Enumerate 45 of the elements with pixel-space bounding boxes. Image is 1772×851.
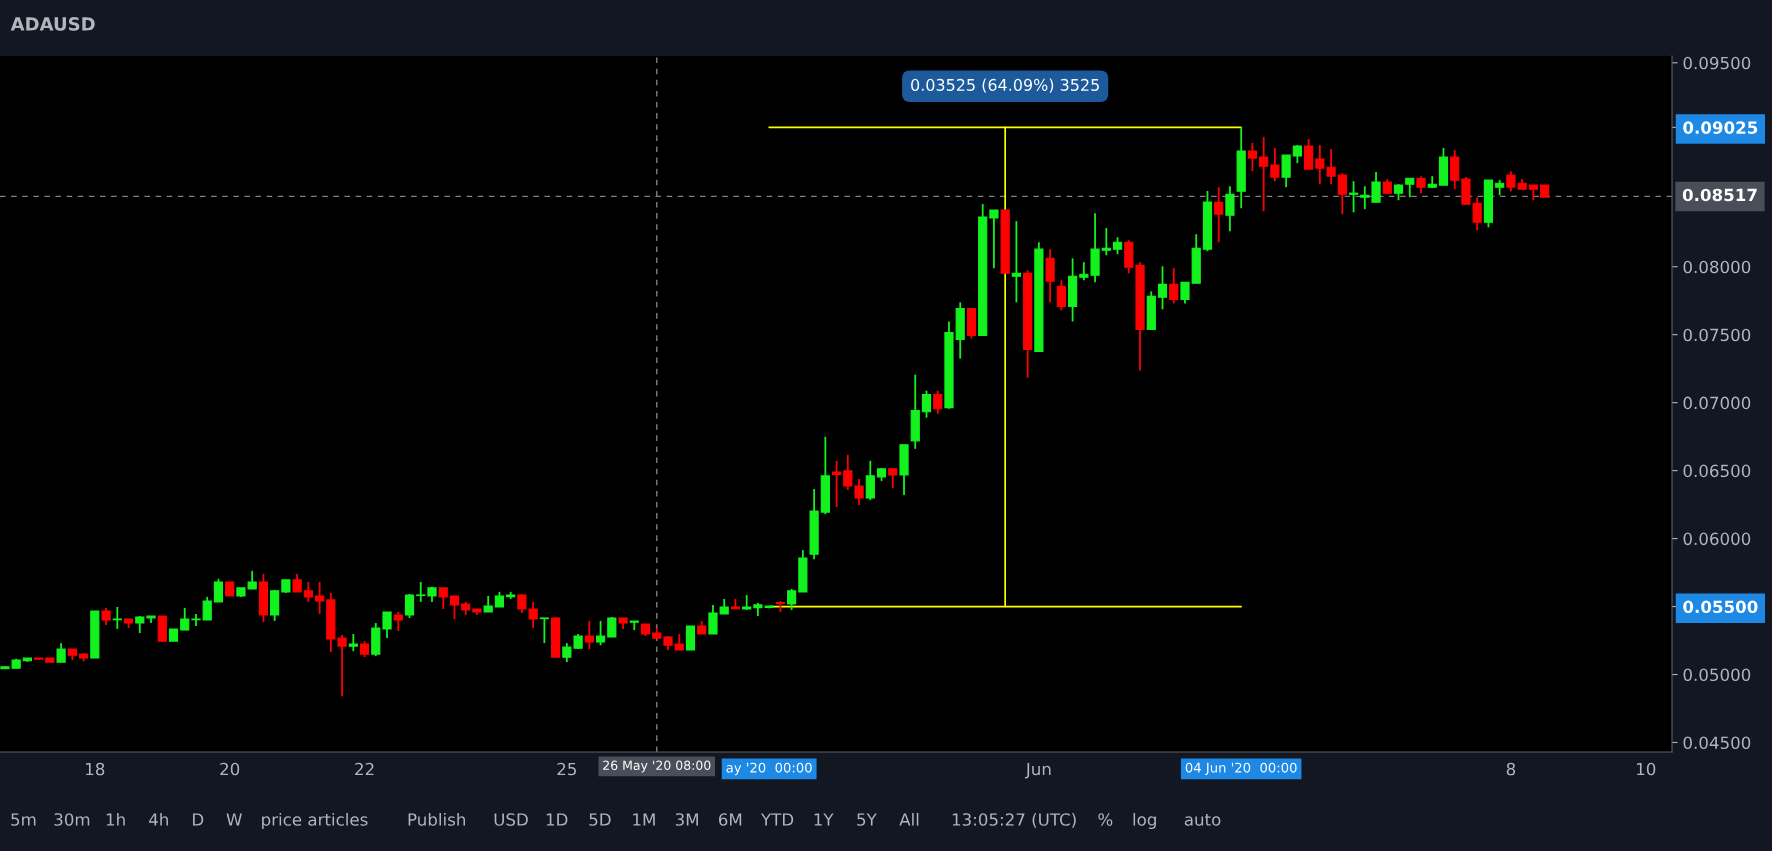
text: 5m	[11, 813, 36, 826]
text: 1D	[546, 813, 568, 826]
x-tick-label: 10	[1637, 762, 1656, 776]
annotation: 0.03525 (64.09%) 3525	[911, 78, 1099, 93]
x-tick-label: ay '20 00:00	[726, 762, 812, 776]
text: D	[193, 813, 204, 826]
x-tick-label: 8	[1506, 762, 1516, 776]
y-tick-label: 0.07500	[1683, 328, 1751, 342]
text: USD	[494, 813, 528, 826]
x-tick-label: Jun	[1025, 762, 1051, 779]
x-tick-label: 04 Jun '20 00:00	[1185, 762, 1297, 776]
y-tick-label: 0.06000	[1683, 532, 1751, 546]
y-tick-label: 0.09025	[1683, 121, 1758, 134]
text: 13:05:27 (UTC)	[952, 812, 1076, 828]
x-tick-label: 22	[355, 762, 374, 776]
y-tick-label: 0.07000	[1683, 396, 1751, 410]
ref-line-label: 0.08517	[1682, 188, 1757, 202]
y-tick-label: 0.09500	[1683, 56, 1751, 70]
text: All	[899, 812, 919, 826]
y-tick-label: 0.05000	[1683, 668, 1751, 682]
text: YTD	[760, 813, 794, 826]
text: log	[1133, 812, 1156, 830]
text: 4h	[149, 812, 168, 826]
ref-line-label: 26 May '20 08:00	[603, 760, 711, 773]
text: 30m	[54, 813, 90, 826]
text: 1M	[633, 813, 655, 826]
text: 5D	[589, 813, 611, 826]
y-tick-label: 0.08000	[1683, 260, 1751, 274]
text: 1Y	[814, 813, 834, 826]
text: 1h	[106, 812, 125, 826]
text: price articles	[262, 812, 368, 830]
text: W	[226, 813, 242, 826]
text: 5Y	[857, 813, 877, 826]
text: auto	[1184, 813, 1221, 826]
x-tick-label: 20	[220, 762, 240, 776]
text: %	[1098, 813, 1113, 826]
y-tick-label: 0.04500	[1683, 736, 1751, 750]
chart-title: ADAUSD	[10, 17, 95, 31]
y-tick-label: 0.05500	[1683, 600, 1758, 614]
y-tick-label: 0.06500	[1683, 464, 1751, 478]
text: Publish	[408, 812, 465, 826]
text: 6M	[718, 813, 742, 826]
text: 3M	[675, 813, 698, 826]
x-tick-label: 25	[557, 762, 576, 776]
x-tick-label: 18	[86, 762, 105, 776]
